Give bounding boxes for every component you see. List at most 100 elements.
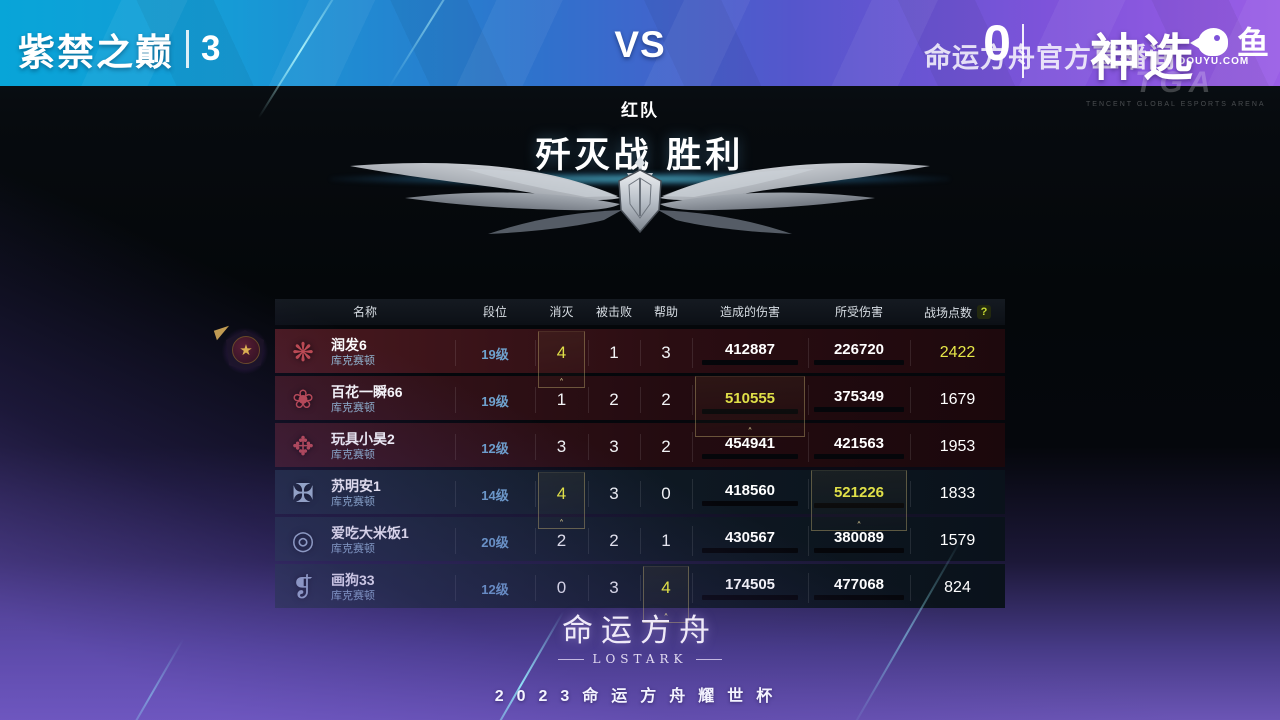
deaths-cell: 3 <box>588 566 640 610</box>
damage-bar <box>702 501 798 506</box>
rank-value: 12级 <box>481 440 509 456</box>
points-cell: 1833 <box>910 472 1005 516</box>
taken-value: 521226 <box>833 483 885 501</box>
class-icon: ❡ <box>292 573 314 603</box>
help-icon[interactable]: ? <box>977 305 991 319</box>
points-cell: 824 <box>910 566 1005 610</box>
assists-cell: 4 ˄ <box>640 566 692 624</box>
deaths-value: 1 <box>609 343 619 362</box>
col-header-points: 战场点数 ? <box>910 304 1005 321</box>
damage-value: 412887 <box>724 341 776 358</box>
points-cell: 1579 <box>910 519 1005 563</box>
damage-dealt-cell: 174505 <box>692 564 808 612</box>
kills-value: 1 <box>556 390 567 409</box>
damage-value: 174505 <box>724 576 776 593</box>
player-team: 库克赛顿 <box>331 589 375 602</box>
player-name: 画狗33 <box>331 572 375 589</box>
taken-bar <box>814 454 904 459</box>
col-header-kills: 消灭 <box>549 305 574 319</box>
rank-value: 19级 <box>481 393 509 409</box>
rank-value: 20级 <box>481 534 509 550</box>
table-row: ✥ 玩具小昊2 库克赛顿 12级 3 3 2 454941 421563 195… <box>275 423 1005 467</box>
class-icon: ◎ <box>291 526 315 556</box>
points-cell: 2422 <box>910 331 1005 375</box>
player-cell: ❀ 百花一瞬66 库克赛顿 <box>275 378 455 422</box>
victory-wings-emblem <box>330 152 950 262</box>
points-value: 1579 <box>939 532 976 549</box>
deaths-cell: 1 <box>588 331 640 375</box>
damage-bar <box>702 454 798 459</box>
rank-cell: 19级 <box>455 378 535 422</box>
lostark-logo-en: LOSTARK <box>0 652 1280 666</box>
assists-cell: 2 <box>640 378 692 422</box>
points-cell: 1679 <box>910 378 1005 422</box>
wings-emblem-graphic <box>350 156 930 234</box>
kills-value: 4 <box>556 343 567 362</box>
rank-value: 12级 <box>481 581 509 597</box>
col-header-damage: 造成的伤害 <box>719 305 780 319</box>
class-icon: ✠ <box>292 479 314 509</box>
tournament-title-group: 紫禁之巅 3 <box>18 22 220 76</box>
tga-caption: TENCENT GLOBAL ESPORTS ARENA <box>1086 101 1266 108</box>
kills-cell: 0 <box>535 566 588 610</box>
col-header-name: 名称 <box>352 305 377 319</box>
col-header-assists: 帮助 <box>653 305 678 319</box>
douyu-logo: DOUYU.COM 鱼 <box>1178 26 1269 67</box>
deaths-value: 2 <box>609 390 619 409</box>
tournament-title: 紫禁之巅 <box>18 32 174 73</box>
assists-value: 0 <box>661 484 671 503</box>
player-team: 库克赛顿 <box>331 542 375 555</box>
deaths-cell: 2 <box>588 519 640 563</box>
damage-dealt-cell: 430567 <box>692 517 808 565</box>
tga-logo-text: TGA <box>1135 66 1217 99</box>
damage-taken-cell: 226720 <box>808 329 910 377</box>
deaths-value: 3 <box>609 484 619 503</box>
deaths-cell: 3 <box>588 472 640 516</box>
class-icon: ❀ <box>292 385 314 415</box>
table-row: ◎ 爱吃大米饭1 库克赛顿 20级 2 2 1 430567 380089 15… <box>275 517 1005 561</box>
damage-dealt-cell: 412887 <box>692 329 808 377</box>
damage-taken-cell: 421563 <box>808 423 910 471</box>
topbar-shard-pattern <box>0 0 1280 86</box>
class-icon: ✥ <box>292 432 314 462</box>
player-name: 爱吃大米饭1 <box>331 525 409 542</box>
kills-cell: 4 ˄ <box>535 472 588 530</box>
damage-bar <box>702 595 798 600</box>
col-header-taken: 所受伤害 <box>834 305 883 319</box>
player-cell: ❋ 润发6 库克赛顿 <box>275 331 455 375</box>
kills-value: 2 <box>556 531 567 550</box>
assists-cell: 0 <box>640 472 692 516</box>
damage-bar <box>702 408 798 414</box>
left-score: 0 <box>983 15 1011 71</box>
right-team-name: 神选 <box>1090 30 1196 86</box>
vs-label: VS <box>614 24 666 65</box>
kills-value: 4 <box>556 484 567 503</box>
kills-value: 0 <box>556 578 567 597</box>
damage-dealt-cell: 454941 <box>692 423 808 471</box>
stream-watermark: 命运方舟官方直播间 <box>924 43 1176 73</box>
rank-cell: 20级 <box>455 519 535 563</box>
kills-cell: 1 <box>535 378 588 422</box>
player-cell: ✥ 玩具小昊2 库克赛顿 <box>275 425 455 469</box>
damage-value: 418560 <box>724 482 776 499</box>
assists-value: 4 <box>661 578 671 597</box>
assists-cell: 3 <box>640 331 692 375</box>
rank-value: 14级 <box>481 487 509 503</box>
points-value: 1953 <box>939 438 976 455</box>
class-icon: ❋ <box>292 338 314 368</box>
points-value: 824 <box>944 579 971 596</box>
taken-value: 226720 <box>833 341 885 358</box>
rank-cell: 14级 <box>455 472 535 516</box>
match-number: 3 <box>201 29 221 68</box>
taken-bar <box>814 548 904 553</box>
assists-value: 3 <box>661 343 671 362</box>
rank-cell: 19级 <box>455 331 535 375</box>
scoreboard: 名称 段位 消灭 被击败 帮助 造成的伤害 所受伤害 战场点数 ? ❋ 润发6 … <box>213 299 1005 624</box>
victory-title: 歼灭战 胜利 <box>535 136 745 175</box>
points-value: 2422 <box>939 344 976 361</box>
title-divider <box>186 30 189 68</box>
event-title: 2023命运方舟耀世杯 <box>494 688 786 705</box>
tga-watermark: TGA TENCENT GLOBAL ESPORTS ARENA <box>1086 66 1266 108</box>
taken-bar <box>814 595 904 600</box>
